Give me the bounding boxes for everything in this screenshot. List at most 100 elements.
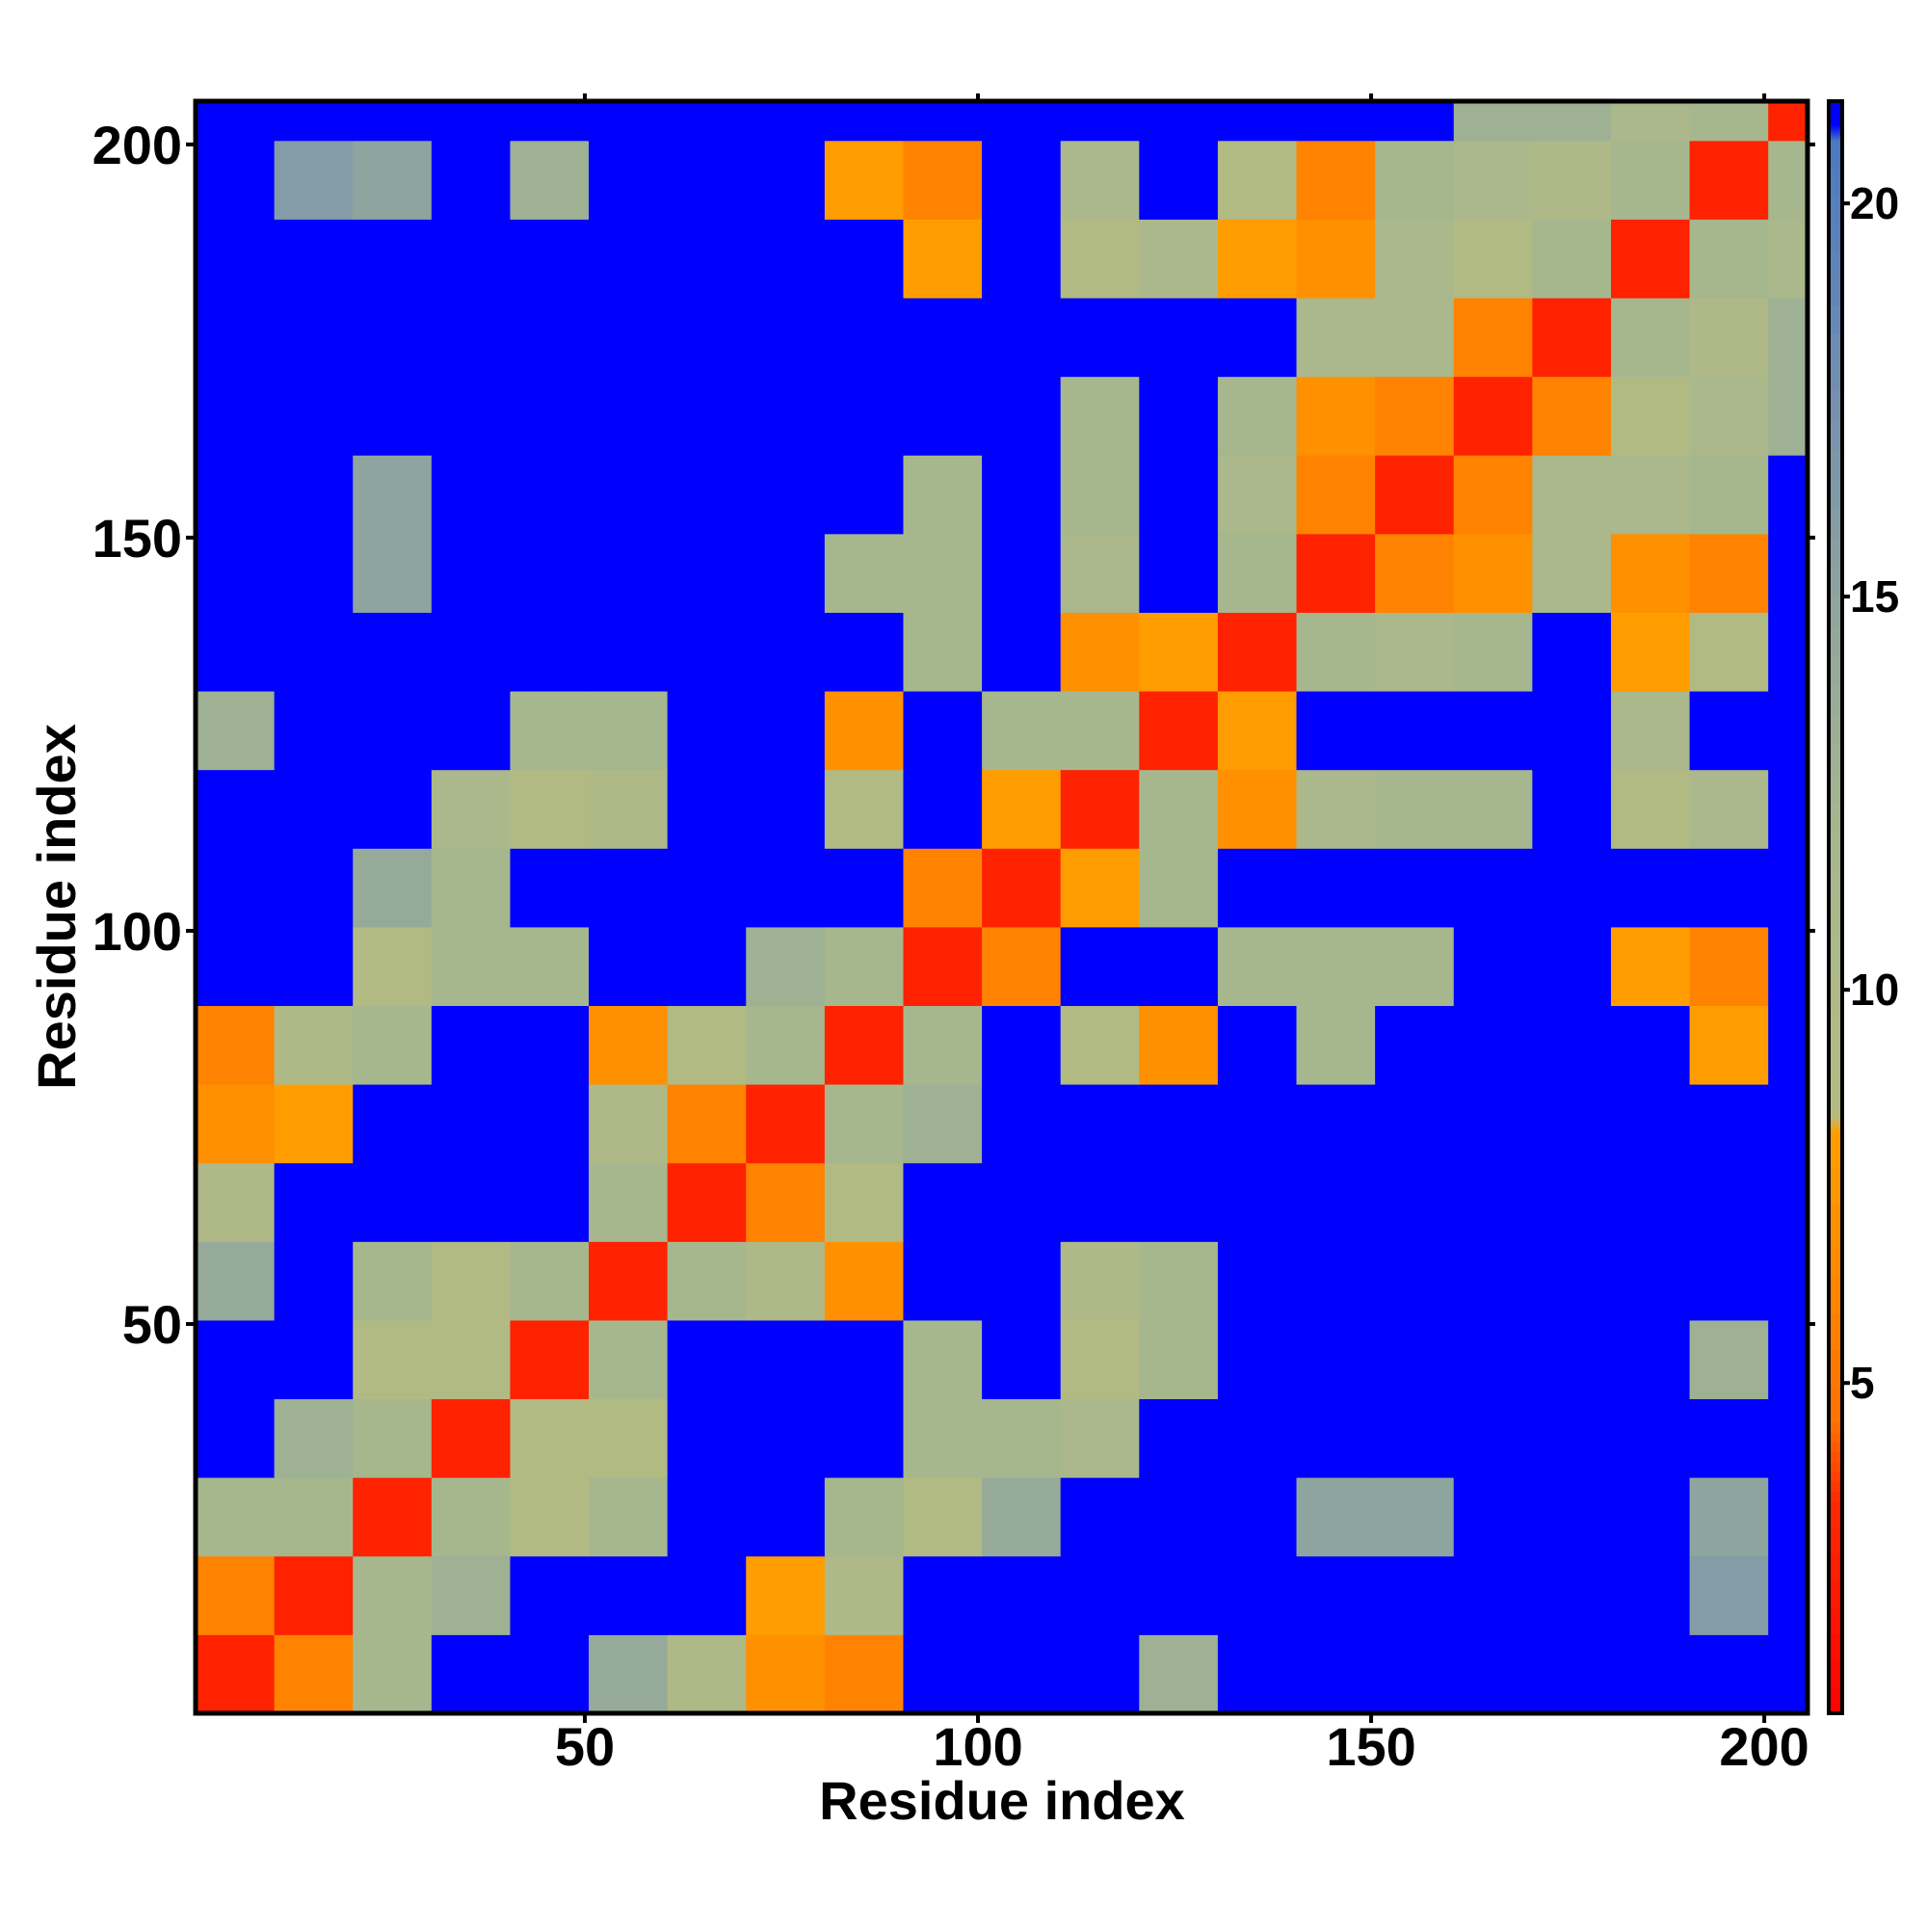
heatmap-cell: [1375, 1005, 1455, 1085]
heatmap-cell: [510, 1477, 590, 1557]
heatmap-cell: [1768, 219, 1808, 299]
colorbar-frame: [1827, 99, 1844, 1715]
heatmap-cell: [1217, 533, 1298, 613]
heatmap-cell: [824, 612, 904, 692]
heatmap-cell: [982, 1005, 1062, 1085]
heatmap-cell: [1060, 376, 1140, 456]
heatmap-cell: [746, 926, 826, 1007]
colorbar-segment: [1829, 305, 1842, 334]
heatmap-cell: [1768, 455, 1808, 535]
heatmap-cell: [1610, 376, 1691, 456]
heatmap-cell: [982, 219, 1062, 299]
heatmap-cell: [1689, 533, 1769, 613]
heatmap-cell: [667, 1005, 747, 1085]
heatmap-cell: [1768, 533, 1808, 613]
heatmap-cell: [903, 1634, 983, 1714]
heatmap-cell: [1217, 1084, 1298, 1164]
heatmap-cell: [746, 1084, 826, 1164]
heatmap-cell: [1532, 1398, 1612, 1478]
heatmap-cell: [196, 848, 276, 928]
heatmap-cell: [1453, 691, 1533, 771]
heatmap-cell: [1453, 1398, 1533, 1478]
heatmap-cell: [1453, 376, 1533, 456]
colorbar-segment: [1829, 1527, 1842, 1555]
heatmap-cell: [1375, 848, 1455, 928]
heatmap-cell: [746, 691, 826, 771]
colorbar-segment: [1829, 1125, 1842, 1128]
heatmap-cell: [1532, 533, 1612, 613]
heatmap-cell: [1217, 140, 1298, 220]
heatmap-cell: [1139, 769, 1219, 849]
heatmap-cell: [196, 1084, 276, 1164]
heatmap-cell: [903, 691, 983, 771]
heatmap-cell: [667, 1634, 747, 1714]
colorbar-segment: [1829, 1240, 1842, 1278]
heatmap-cell: [274, 926, 354, 1007]
colorbar-segment: [1829, 1009, 1842, 1045]
heatmap-cell: [1217, 769, 1298, 849]
colorbar-segment: [1829, 1422, 1842, 1433]
heatmap-cell: [982, 455, 1062, 535]
heatmap-cell: [903, 1162, 983, 1242]
heatmap-cell: [274, 848, 354, 928]
heatmap-cell: [1532, 1555, 1612, 1635]
heatmap-cell: [746, 1241, 826, 1321]
heatmap-cell: [1296, 769, 1376, 849]
x-tick-label: 150: [1326, 1716, 1415, 1777]
colorbar-segment: [1829, 195, 1842, 225]
heatmap-cell: [667, 533, 747, 613]
heatmap-cell: [510, 691, 590, 771]
heatmap-cell: [1139, 455, 1219, 535]
heatmap-cell: [589, 926, 669, 1007]
heatmap-cell: [353, 219, 433, 299]
heatmap-cell: [196, 1162, 276, 1242]
heatmap-cell: [353, 691, 433, 771]
heatmap-cell: [1375, 298, 1455, 378]
heatmap-cell: [903, 1477, 983, 1557]
heatmap-cell: [1217, 1634, 1298, 1714]
heatmap-cell: [1217, 219, 1298, 299]
colorbar-segment: [1829, 1080, 1842, 1117]
heatmap-cell: [903, 1555, 983, 1635]
heatmap-cell: [1768, 926, 1808, 1007]
heatmap-cell: [824, 1634, 904, 1714]
heatmap-cell: [1768, 1555, 1808, 1635]
colorbar-segment: [1829, 110, 1842, 114]
colorbar-segment: [1829, 1129, 1842, 1132]
heatmap-cell: [1139, 1398, 1219, 1478]
heatmap-cell: [196, 1398, 276, 1478]
colorbar-segment: [1829, 1045, 1842, 1081]
heatmap-cell: [353, 140, 433, 220]
heatmap-cell: [274, 1084, 354, 1164]
heatmap-cell: [1610, 1319, 1691, 1400]
heatmap-cell: [431, 691, 511, 771]
heatmap-cell: [982, 848, 1062, 928]
heatmap-cell: [982, 533, 1062, 613]
heatmap-cell: [353, 1634, 433, 1714]
heatmap-cell: [667, 691, 747, 771]
heatmap-cell: [1532, 769, 1612, 849]
heatmap-cell: [1375, 533, 1455, 613]
heatmap-cell: [1060, 1398, 1140, 1478]
heatmap-cell: [1296, 219, 1376, 299]
heatmap-cell: [1768, 691, 1808, 771]
heatmap-cell: [1296, 376, 1376, 456]
heatmap-cell: [196, 376, 276, 456]
heatmap-cell: [1689, 769, 1769, 849]
heatmap-cell: [1689, 1555, 1769, 1635]
heatmap-cell: [982, 612, 1062, 692]
heatmap-cell: [667, 140, 747, 220]
colorbar-segment: [1829, 537, 1842, 569]
heatmap-cell: [1689, 376, 1769, 456]
heatmap-cell: [353, 1398, 433, 1478]
heatmap-cell: [1689, 1162, 1769, 1242]
heatmap-cell: [353, 1005, 433, 1085]
heatmap-cell: [1139, 376, 1219, 456]
x-tick-label: 100: [933, 1716, 1022, 1777]
heatmap-cell: [667, 1398, 747, 1478]
colorbar-segment: [1829, 278, 1842, 306]
heatmap-cell: [1532, 1319, 1612, 1400]
heatmap-cell: [1139, 1477, 1219, 1557]
heatmap-cell: [982, 769, 1062, 849]
colorbar-segment: [1829, 104, 1842, 108]
